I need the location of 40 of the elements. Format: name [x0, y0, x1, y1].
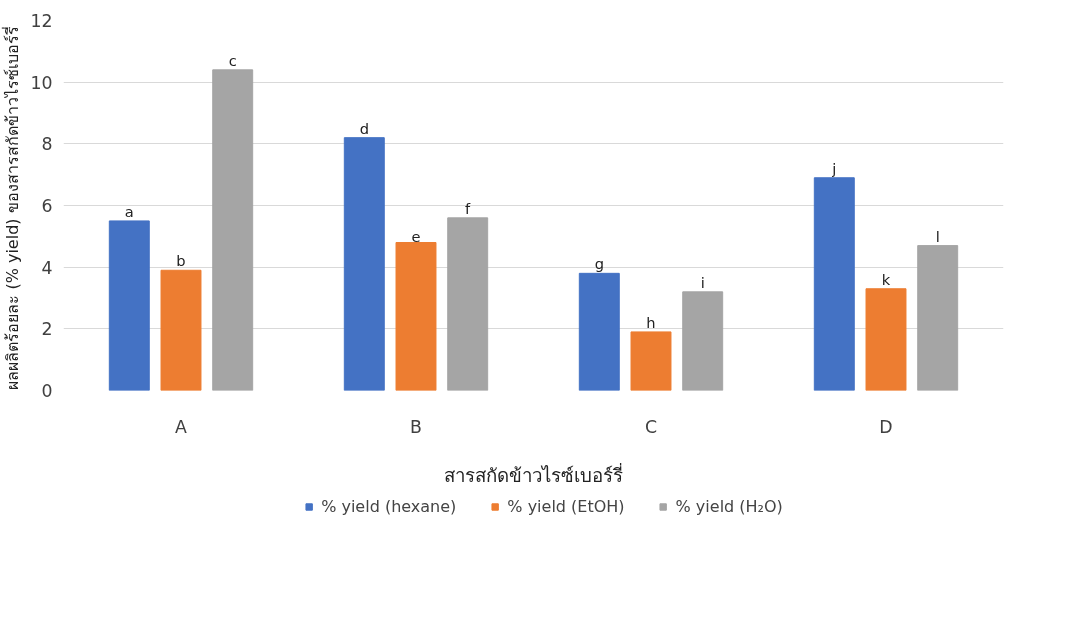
y-tick-label: 8 — [41, 134, 53, 155]
bar — [813, 177, 855, 391]
x-tick-label: B — [410, 416, 422, 437]
annotation: c — [228, 51, 237, 69]
annotation: e — [411, 227, 421, 245]
x-tick-label: D — [879, 416, 893, 437]
annotation: f — [465, 199, 472, 217]
bar — [630, 331, 672, 391]
annotation: j — [831, 159, 837, 177]
bar — [865, 288, 907, 391]
annotation: a — [124, 202, 134, 220]
bar — [447, 217, 489, 391]
x-axis-title: สารสกัดข้าวไรซ์เบอร์รี่ — [444, 462, 623, 486]
bar — [343, 137, 385, 391]
bar — [395, 242, 437, 391]
annotation: g — [594, 255, 604, 273]
annotation: l — [935, 227, 940, 245]
y-tick-label: 0 — [41, 381, 53, 401]
x-tick-label: C — [644, 416, 658, 437]
y-tick-label: 6 — [41, 196, 53, 216]
legend-label: % yield (hexane) — [321, 496, 457, 516]
y-tick-label: 10 — [30, 72, 53, 93]
bar — [160, 269, 202, 391]
annotation: k — [881, 270, 891, 288]
annotation: b — [176, 252, 186, 270]
annotation: i — [700, 273, 705, 291]
bar — [917, 245, 959, 391]
bar — [682, 291, 724, 391]
y-tick-label: 2 — [41, 319, 53, 340]
annotation: h — [646, 313, 656, 331]
y-tick-label: 4 — [41, 257, 53, 278]
bar — [212, 69, 254, 391]
y-tick-label: 12 — [30, 11, 53, 31]
y-axis-title: ผลผลิตร้อยละ (% yield) ของสารสกัดข้าวไรซ์เบอร์รี่ — [1, 26, 23, 390]
bar — [578, 272, 620, 391]
bar — [108, 220, 150, 391]
legend-label: % yield (EtOH) — [507, 496, 625, 516]
legend-label: % yield (H₂O) — [675, 496, 783, 516]
annotation: d — [359, 119, 369, 137]
x-tick-label: A — [175, 416, 188, 437]
